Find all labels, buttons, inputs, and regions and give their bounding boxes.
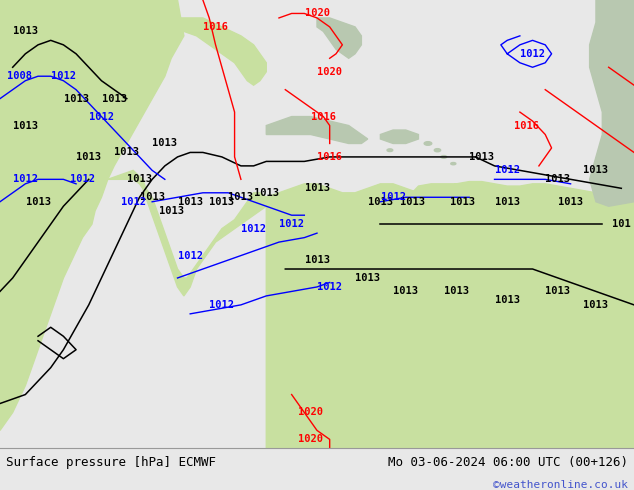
Text: 1020: 1020: [304, 8, 330, 19]
Text: 1013: 1013: [178, 197, 203, 207]
Text: 1012: 1012: [520, 49, 545, 59]
Text: 1013: 1013: [228, 192, 254, 202]
Text: 1013: 1013: [63, 94, 89, 104]
Text: 1012: 1012: [279, 219, 304, 229]
Text: 1012: 1012: [380, 192, 406, 202]
Text: 1013: 1013: [558, 197, 583, 207]
Text: 1013: 1013: [368, 197, 393, 207]
Text: 1013: 1013: [545, 174, 571, 184]
Text: 1013: 1013: [444, 287, 469, 296]
Polygon shape: [266, 117, 368, 144]
Polygon shape: [590, 0, 634, 206]
Text: 1013: 1013: [13, 121, 38, 130]
Text: 1012: 1012: [13, 174, 38, 184]
Polygon shape: [412, 182, 634, 215]
Text: 1013: 1013: [495, 197, 520, 207]
Text: 1013: 1013: [583, 300, 609, 310]
Polygon shape: [108, 171, 269, 296]
Text: 1013: 1013: [254, 188, 279, 198]
Polygon shape: [181, 18, 266, 85]
Text: 1016: 1016: [203, 22, 228, 32]
Text: 1013: 1013: [399, 197, 425, 207]
Ellipse shape: [451, 163, 456, 165]
Text: 1013: 1013: [152, 139, 178, 148]
Ellipse shape: [441, 156, 446, 158]
Text: 1013: 1013: [127, 174, 152, 184]
Text: 1020: 1020: [317, 67, 342, 77]
Text: 1020: 1020: [298, 408, 323, 417]
Polygon shape: [0, 0, 184, 430]
Text: 1020: 1020: [298, 434, 323, 444]
Text: 1013: 1013: [25, 197, 51, 207]
Text: ©weatheronline.co.uk: ©weatheronline.co.uk: [493, 480, 628, 490]
Text: 1012: 1012: [495, 165, 520, 175]
Text: 1016: 1016: [311, 112, 336, 122]
Text: 1013: 1013: [469, 152, 495, 162]
Text: 1013: 1013: [139, 192, 165, 202]
Ellipse shape: [424, 142, 432, 145]
Text: 1012: 1012: [70, 174, 95, 184]
Text: 1013: 1013: [450, 197, 476, 207]
Text: 1012: 1012: [51, 71, 76, 81]
Text: 1013: 1013: [13, 26, 38, 36]
Text: 1013: 1013: [495, 295, 520, 305]
Text: 1013: 1013: [158, 206, 184, 216]
Polygon shape: [317, 18, 361, 58]
Text: 1013: 1013: [76, 152, 101, 162]
Polygon shape: [380, 130, 418, 144]
Text: 101: 101: [612, 219, 631, 229]
Text: 1012: 1012: [241, 223, 266, 234]
Text: 1016: 1016: [317, 152, 342, 162]
Text: 1008: 1008: [6, 71, 32, 81]
Text: 1013: 1013: [393, 287, 418, 296]
Text: 1013: 1013: [355, 273, 380, 283]
Text: 1013: 1013: [583, 165, 609, 175]
Polygon shape: [266, 184, 634, 448]
Text: 1012: 1012: [209, 300, 235, 310]
Text: 1013: 1013: [101, 94, 127, 104]
Text: 1013: 1013: [545, 287, 571, 296]
Text: Surface pressure [hPa] ECMWF: Surface pressure [hPa] ECMWF: [6, 456, 216, 469]
Text: 1016: 1016: [514, 121, 539, 130]
Text: 1013: 1013: [114, 147, 139, 157]
Ellipse shape: [387, 149, 392, 151]
Ellipse shape: [434, 148, 441, 152]
Text: 1012: 1012: [89, 112, 114, 122]
Text: 1013: 1013: [304, 255, 330, 265]
Text: Mo 03-06-2024 06:00 UTC (00+126): Mo 03-06-2024 06:00 UTC (00+126): [387, 456, 628, 469]
Text: 1012: 1012: [178, 250, 203, 261]
Text: 1013: 1013: [209, 197, 235, 207]
Text: 1013: 1013: [304, 183, 330, 194]
Text: 1012: 1012: [120, 197, 146, 207]
Text: 1012: 1012: [317, 282, 342, 292]
